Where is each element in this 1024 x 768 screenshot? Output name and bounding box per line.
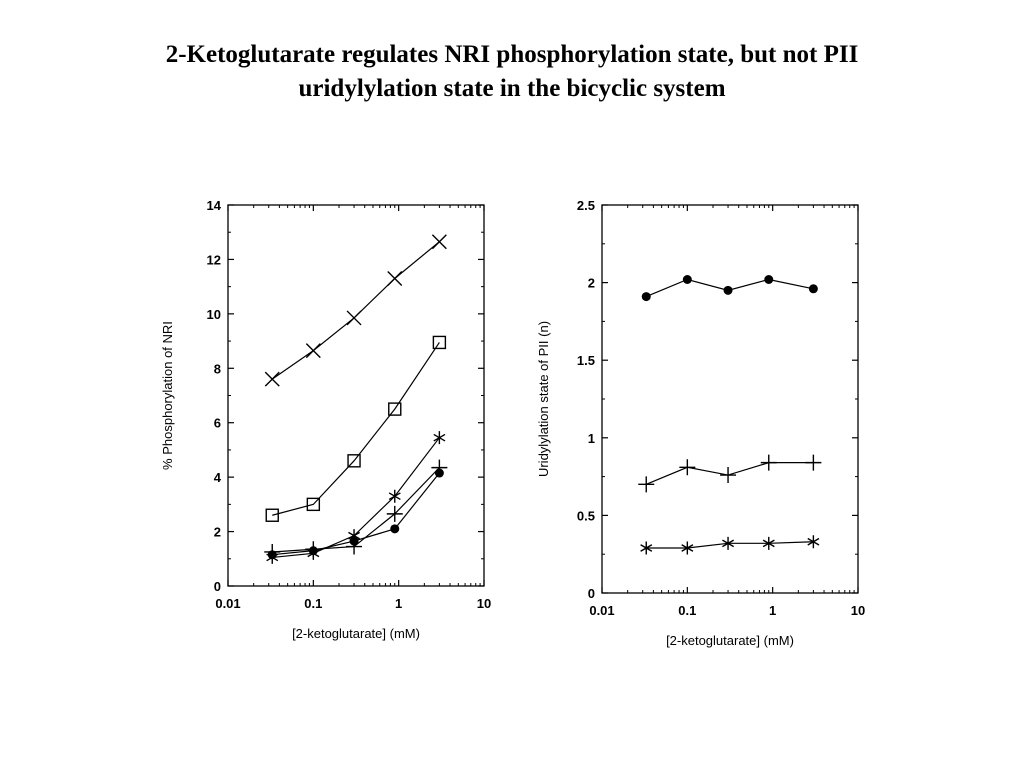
slide-title-line-1: 2-Ketoglutarate regulates NRI phosphoryl… [165, 41, 859, 68]
x-axis-label: [2-ketoglutarate] (mM) [666, 633, 794, 648]
data-point-asterisk [722, 536, 735, 550]
data-point-open-square [432, 335, 447, 350]
data-point-plus [720, 467, 737, 484]
data-point-plus [638, 476, 655, 493]
data-point-plus [805, 454, 822, 471]
series-1-filled-circle [641, 274, 818, 302]
data-point-filled-circle [349, 536, 359, 546]
y-tick-label: 1 [588, 431, 595, 446]
data-point-open-square [265, 508, 279, 522]
x-tick-label: 10 [851, 603, 865, 618]
x-tick-label: 0.01 [215, 596, 240, 611]
data-point-asterisk [388, 489, 401, 503]
y-tick-label: 6 [214, 416, 221, 431]
y-tick-label: 10 [207, 307, 221, 322]
y-tick-label: 12 [207, 252, 221, 267]
data-point-x-cross [387, 270, 403, 286]
y-axis-label: Uridylylation state of PII (n) [536, 321, 551, 477]
y-tick-label: 1.5 [577, 353, 595, 368]
x-tick-label: 1 [769, 603, 776, 618]
x-tick-label: 10 [477, 596, 491, 611]
data-point-plus [679, 459, 696, 476]
data-point-asterisk [807, 535, 820, 549]
data-point-x-cross [431, 234, 447, 250]
data-point-filled-circle [390, 524, 400, 534]
y-tick-label: 0 [588, 586, 595, 601]
series-2-open-square [265, 335, 447, 522]
x-tick-label: 1 [395, 596, 402, 611]
data-point-x-cross [346, 310, 362, 326]
series-line [272, 342, 440, 516]
chart-2: 0.01 0.1 1 10 0 0.5 1 1.5 2 2.5 [2-ketoglutarate] … [536, 198, 865, 648]
series-2-plus [638, 454, 822, 493]
y-tick-label: 2.5 [577, 198, 595, 213]
x-tick-label: 0.01 [589, 603, 614, 618]
data-point-filled-circle [434, 468, 444, 478]
data-point-asterisk [433, 431, 446, 445]
slide-title-line-2: uridylylation state in the bicyclic syst… [298, 75, 726, 102]
y-tick-label: 2 [588, 276, 595, 291]
data-point-filled-circle [808, 284, 818, 294]
x-tick-label: 0.1 [304, 596, 322, 611]
y-tick-label: 0 [214, 579, 221, 594]
data-point-filled-circle [682, 274, 692, 284]
plot-frame [227, 204, 485, 587]
x-axis-label: [2-ketoglutarate] (mM) [292, 626, 420, 641]
y-tick-label: 8 [214, 361, 221, 376]
chart-1: 0.01 0.1 1 10 0 2 4 6 8 10 12 14 [2-ketoglutarate] (… [160, 198, 491, 641]
data-point-plus [760, 454, 777, 471]
data-point-filled-circle [723, 285, 733, 295]
data-point-x-cross [264, 371, 280, 387]
data-point-open-square [347, 454, 361, 468]
data-point-open-square [306, 497, 321, 512]
y-tick-label: 4 [214, 470, 222, 485]
series-1-x-cross [264, 234, 447, 387]
data-point-x-cross [305, 343, 321, 359]
y-tick-label: 14 [207, 198, 222, 213]
data-point-filled-circle [308, 546, 318, 556]
series-line [271, 241, 440, 380]
slide-title: 2-Ketoglutarate regulates NRI phosphoryl… [40, 38, 984, 106]
data-point-filled-circle [764, 274, 774, 284]
series-line [646, 462, 814, 485]
data-point-open-square [388, 402, 402, 416]
series-5-filled-circle [267, 468, 444, 560]
data-point-asterisk [681, 541, 694, 555]
series-3-asterisk [640, 535, 820, 555]
y-axis-label: % Phosphorylation of NRI [160, 321, 175, 470]
y-tick-label: 0.5 [577, 508, 595, 523]
data-point-filled-circle [267, 550, 277, 560]
plot-frame [601, 204, 859, 594]
y-tick-label: 2 [214, 525, 221, 540]
data-point-plus [386, 505, 403, 522]
data-point-asterisk [762, 536, 775, 550]
data-point-asterisk [640, 541, 653, 555]
x-tick-label: 0.1 [678, 603, 696, 618]
data-point-filled-circle [641, 292, 651, 302]
